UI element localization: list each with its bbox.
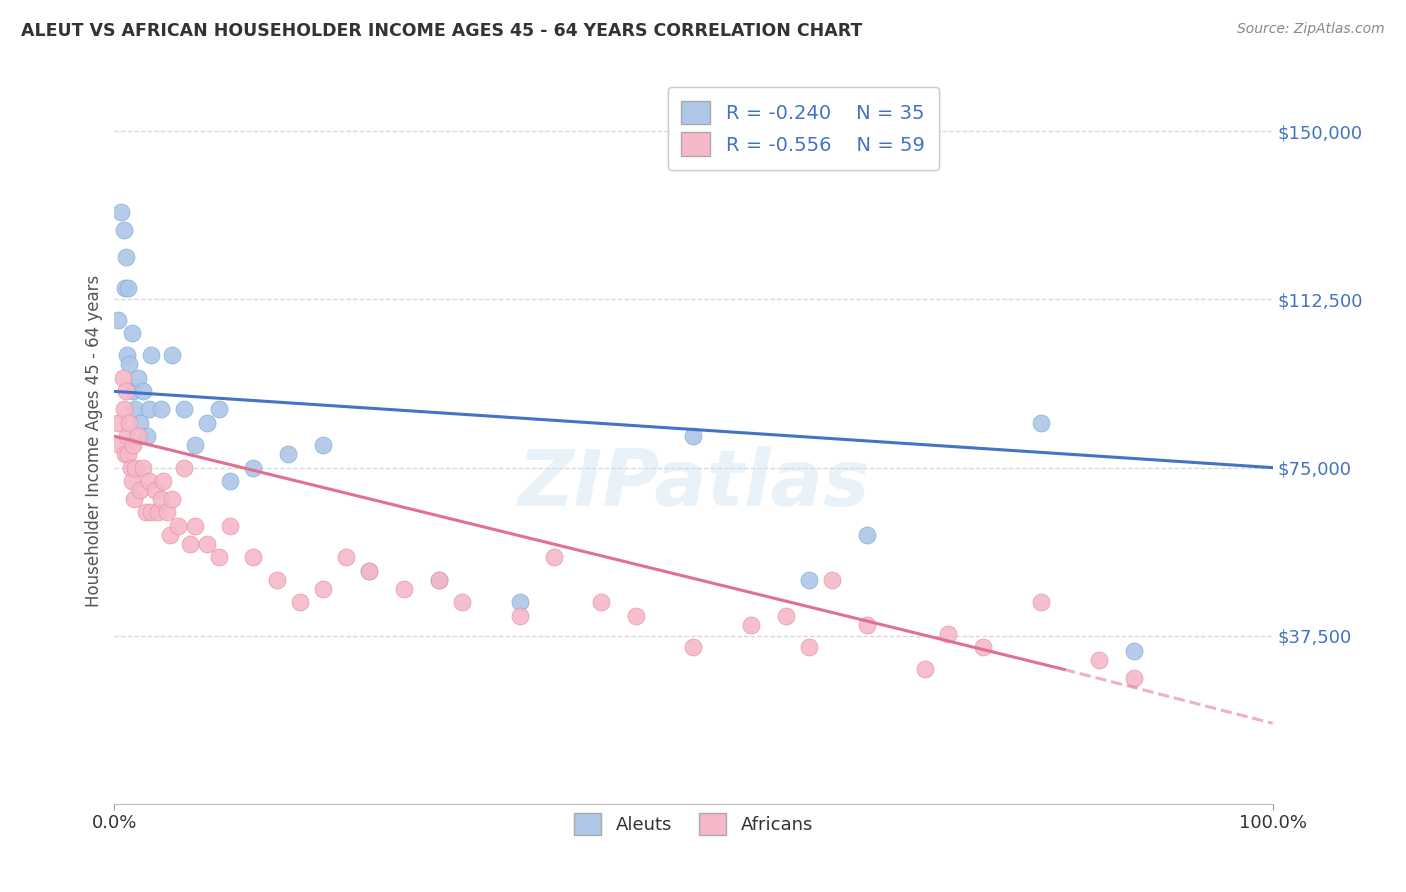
Point bbox=[543, 550, 565, 565]
Point bbox=[155, 506, 177, 520]
Point bbox=[266, 573, 288, 587]
Point bbox=[856, 617, 879, 632]
Point bbox=[775, 608, 797, 623]
Point bbox=[219, 474, 242, 488]
Point bbox=[450, 595, 472, 609]
Point bbox=[117, 447, 139, 461]
Legend: R = -0.240    N = 35, R = -0.556    N = 59: R = -0.240 N = 35, R = -0.556 N = 59 bbox=[668, 87, 939, 169]
Point bbox=[179, 537, 201, 551]
Point bbox=[392, 582, 415, 596]
Point bbox=[589, 595, 612, 609]
Point bbox=[149, 402, 172, 417]
Point bbox=[1088, 653, 1111, 667]
Point bbox=[132, 384, 155, 399]
Point bbox=[184, 519, 207, 533]
Point bbox=[242, 460, 264, 475]
Point bbox=[173, 460, 195, 475]
Point bbox=[124, 460, 146, 475]
Point bbox=[114, 281, 136, 295]
Point bbox=[173, 402, 195, 417]
Point bbox=[208, 550, 231, 565]
Point bbox=[135, 506, 157, 520]
Point bbox=[110, 205, 132, 219]
Point bbox=[108, 438, 131, 452]
Point bbox=[127, 371, 149, 385]
Point bbox=[821, 573, 844, 587]
Point bbox=[359, 564, 381, 578]
Point bbox=[115, 429, 138, 443]
Point bbox=[135, 429, 157, 443]
Point bbox=[122, 384, 145, 399]
Point bbox=[167, 519, 190, 533]
Point bbox=[856, 528, 879, 542]
Point bbox=[121, 326, 143, 340]
Point bbox=[359, 564, 381, 578]
Point bbox=[427, 573, 450, 587]
Point bbox=[1029, 416, 1052, 430]
Point bbox=[141, 349, 163, 363]
Point bbox=[799, 573, 821, 587]
Point bbox=[141, 506, 163, 520]
Text: ALEUT VS AFRICAN HOUSEHOLDER INCOME AGES 45 - 64 YEARS CORRELATION CHART: ALEUT VS AFRICAN HOUSEHOLDER INCOME AGES… bbox=[21, 22, 862, 40]
Point bbox=[335, 550, 357, 565]
Point bbox=[277, 447, 299, 461]
Point bbox=[1122, 672, 1144, 686]
Point bbox=[914, 662, 936, 676]
Point bbox=[117, 281, 139, 295]
Point bbox=[152, 474, 174, 488]
Point bbox=[148, 506, 170, 520]
Text: ZIPatlas: ZIPatlas bbox=[517, 446, 869, 523]
Point bbox=[219, 519, 242, 533]
Point bbox=[138, 402, 160, 417]
Text: Source: ZipAtlas.com: Source: ZipAtlas.com bbox=[1237, 22, 1385, 37]
Point bbox=[312, 582, 335, 596]
Point bbox=[115, 250, 138, 264]
Point bbox=[122, 438, 145, 452]
Point bbox=[208, 402, 231, 417]
Point bbox=[115, 384, 138, 399]
Point bbox=[740, 617, 762, 632]
Point bbox=[682, 429, 704, 443]
Point bbox=[114, 447, 136, 461]
Point bbox=[115, 349, 138, 363]
Point bbox=[184, 438, 207, 452]
Point bbox=[312, 438, 335, 452]
Point bbox=[111, 371, 134, 385]
Point bbox=[427, 573, 450, 587]
Point bbox=[112, 223, 135, 237]
Point bbox=[143, 483, 166, 497]
Point bbox=[195, 416, 218, 430]
Point bbox=[624, 608, 647, 623]
Point bbox=[288, 595, 311, 609]
Point bbox=[162, 491, 184, 506]
Point bbox=[682, 640, 704, 654]
Point bbox=[127, 429, 149, 443]
Point bbox=[118, 416, 141, 430]
Point bbox=[1029, 595, 1052, 609]
Point bbox=[107, 416, 129, 430]
Point bbox=[128, 416, 150, 430]
Point bbox=[972, 640, 994, 654]
Point bbox=[195, 537, 218, 551]
Point bbox=[107, 312, 129, 326]
Point bbox=[132, 460, 155, 475]
Point bbox=[509, 595, 531, 609]
Point bbox=[509, 608, 531, 623]
Point bbox=[120, 460, 142, 475]
Point bbox=[799, 640, 821, 654]
Point bbox=[149, 491, 172, 506]
Point bbox=[162, 349, 184, 363]
Point bbox=[122, 491, 145, 506]
Point bbox=[128, 483, 150, 497]
Point bbox=[121, 474, 143, 488]
Point bbox=[118, 358, 141, 372]
Point bbox=[112, 402, 135, 417]
Point bbox=[936, 626, 959, 640]
Point bbox=[242, 550, 264, 565]
Y-axis label: Householder Income Ages 45 - 64 years: Householder Income Ages 45 - 64 years bbox=[86, 275, 103, 607]
Point bbox=[138, 474, 160, 488]
Point bbox=[159, 528, 181, 542]
Point bbox=[124, 402, 146, 417]
Point bbox=[1122, 644, 1144, 658]
